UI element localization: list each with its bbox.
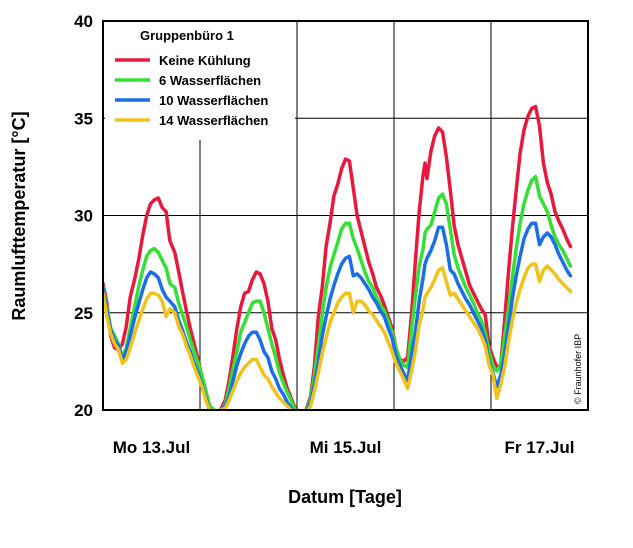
x-tick-label: Fr 17.Jul	[505, 438, 575, 457]
legend-label-4: 14 Wasserflächen	[159, 113, 268, 128]
series-lines	[103, 104, 573, 410]
y-tick-label: 40	[74, 12, 93, 31]
legend-title: Gruppenbüro 1	[140, 28, 234, 43]
x-tick-label: Mo 13.Jul	[113, 438, 190, 457]
y-tick-label: 25	[74, 304, 93, 323]
series-line-2	[103, 174, 573, 410]
y-tick-label: 35	[74, 109, 93, 128]
legend-label-3: 10 Wasserflächen	[159, 93, 268, 108]
legend-label-1: Keine Kühlung	[159, 53, 251, 68]
x-tick-label: Mi 15.Jul	[310, 438, 382, 457]
gridlines	[103, 21, 588, 410]
series-line-4	[103, 262, 573, 410]
legend: Gruppenbüro 1 Keine Kühlung 6 Wasserfläch…	[115, 28, 268, 128]
legend-label-2: 6 Wasserflächen	[159, 73, 261, 88]
x-axis: Mo 13.Jul Mi 15.Jul Fr 17.Jul	[113, 438, 575, 457]
y-tick-label: 30	[74, 207, 93, 226]
y-axis-title: Raumlufttemperatur [°C]	[9, 111, 29, 320]
y-axis: 20 25 30 35 40	[74, 12, 93, 420]
series-line-1	[103, 104, 573, 410]
legend-background	[105, 23, 295, 129]
credit-text: © Fraunhofer IBP	[573, 334, 583, 404]
x-axis-title: Datum [Tage]	[288, 487, 402, 507]
y-tick-label: 20	[74, 401, 93, 420]
plot-frame	[102, 20, 589, 411]
